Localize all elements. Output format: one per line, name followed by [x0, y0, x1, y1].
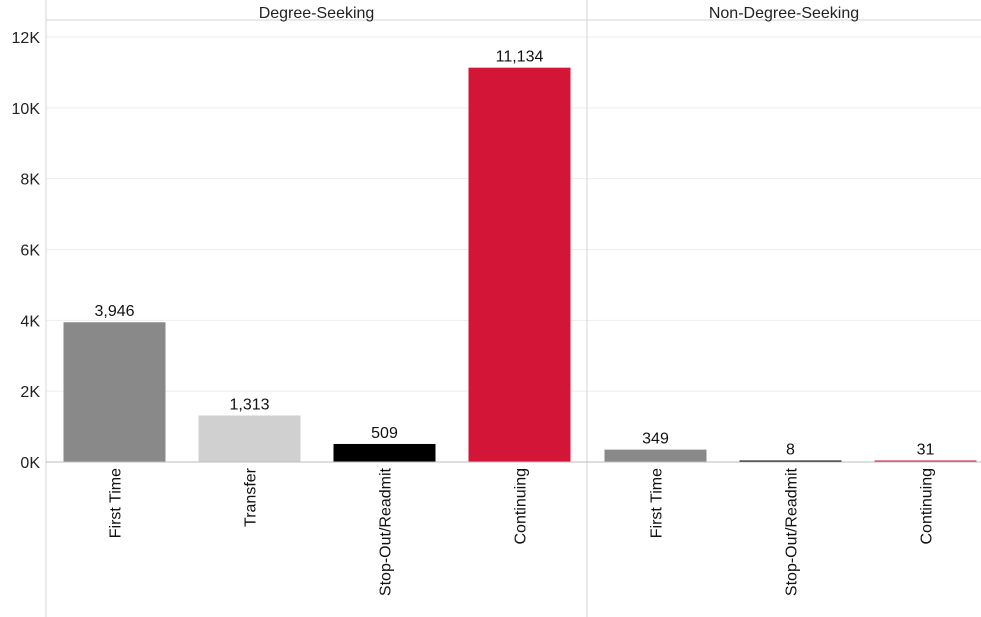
bar-value-label: 8	[786, 442, 795, 459]
category-label: First Time	[108, 468, 125, 538]
bar-value-label: 11,134	[496, 49, 544, 66]
bar	[874, 460, 977, 462]
y-tick-label: 10K	[12, 101, 41, 118]
bar	[333, 443, 436, 462]
y-tick-label: 8K	[20, 172, 40, 189]
bar-value-label: 349	[642, 431, 669, 448]
bar-value-label: 31	[917, 442, 935, 459]
bar-value-label: 509	[371, 425, 398, 442]
category-label: Stop-Out/Readmit	[784, 467, 801, 596]
bar	[604, 449, 707, 462]
y-tick-label: 12K	[12, 30, 41, 47]
bar-value-label: 1,313	[229, 396, 269, 413]
y-tick-label: 4K	[20, 313, 40, 330]
category-label: Transfer	[243, 467, 260, 527]
y-tick-label: 0K	[20, 455, 40, 472]
bar	[63, 322, 166, 462]
panel-header: Non-Degree-Seeking	[709, 5, 859, 22]
bar	[198, 415, 301, 462]
panel-header: Degree-Seeking	[259, 5, 375, 22]
category-label: Continuing	[513, 468, 530, 545]
category-label: Stop-Out/Readmit	[378, 467, 395, 596]
category-label: Continuing	[919, 468, 936, 545]
bar	[739, 460, 842, 462]
y-tick-label: 6K	[20, 243, 40, 260]
category-label: First Time	[649, 468, 666, 538]
y-tick-label: 2K	[20, 384, 40, 401]
bar	[468, 67, 571, 462]
bar-value-label: 3,946	[94, 303, 134, 320]
